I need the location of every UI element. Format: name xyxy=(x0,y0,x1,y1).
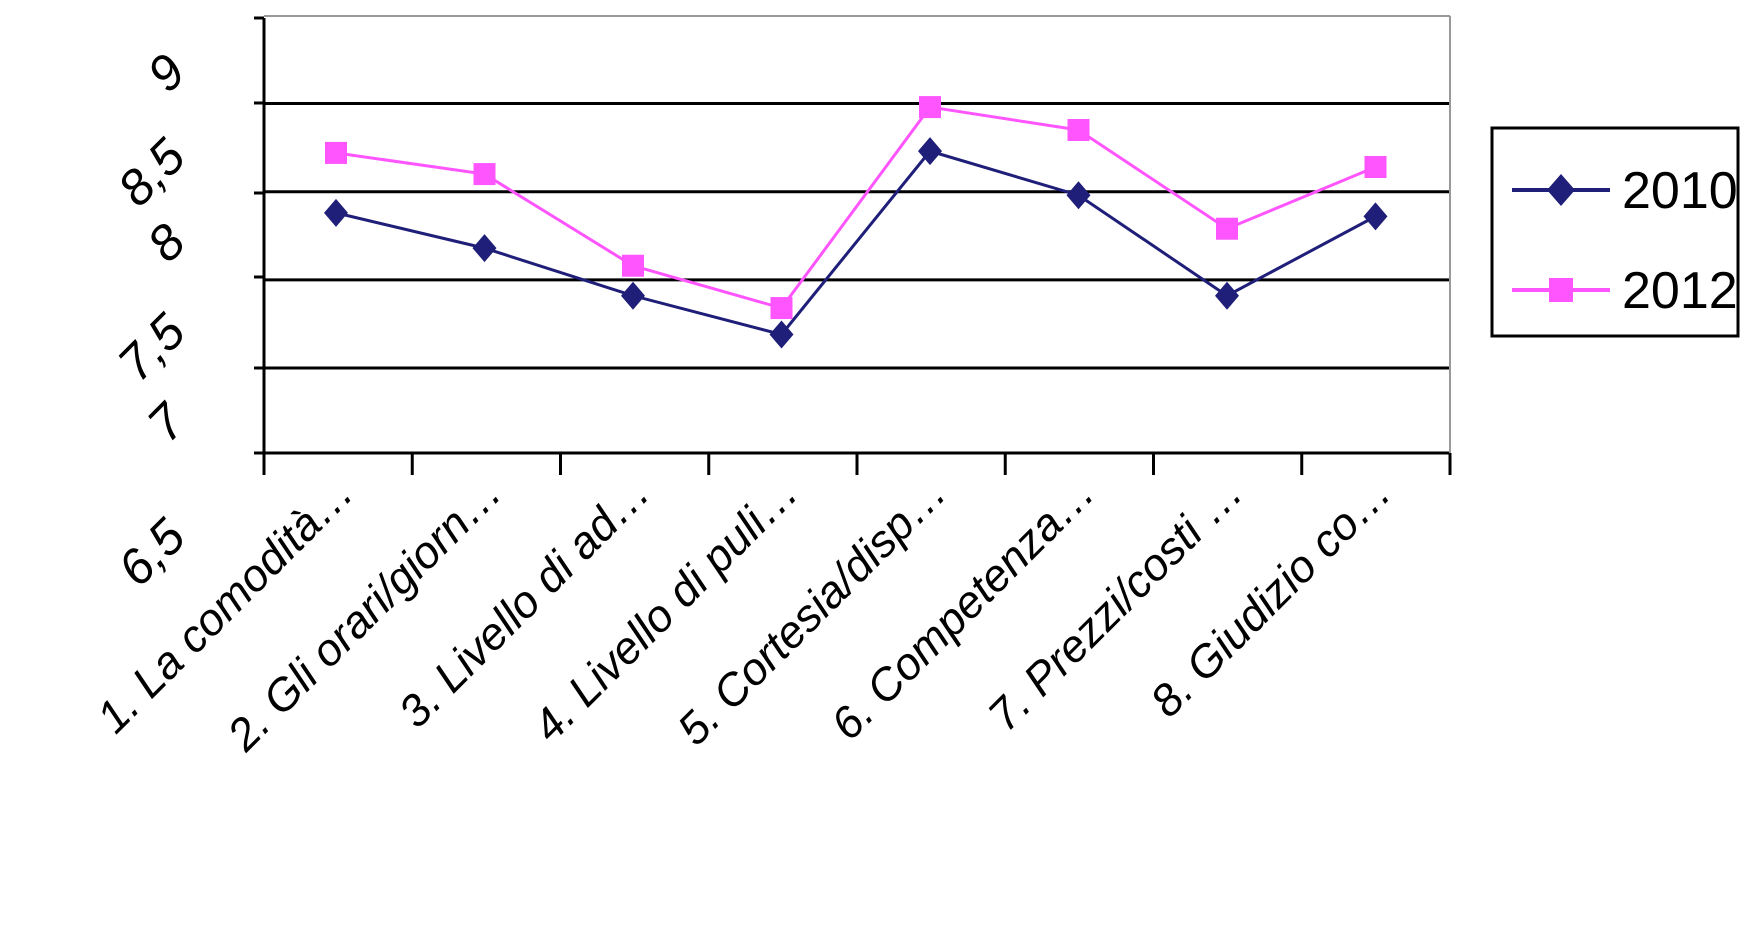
data-point-2010 xyxy=(621,281,645,310)
y-tick-label: 6,5 xyxy=(107,508,196,597)
y-tick-label: 9 xyxy=(137,43,196,102)
legend-box xyxy=(1490,126,1740,338)
legend-label-2010: 2010 xyxy=(1622,162,1738,220)
data-point-2012 xyxy=(325,141,347,164)
x-tick-label: 3. Livello di ad… xyxy=(388,466,659,737)
data-point-2012 xyxy=(1364,156,1387,179)
x-tick-label: 6. Competenza… xyxy=(821,466,1105,750)
x-tick-label: 5. Cortesia/disp… xyxy=(667,466,956,755)
data-point-2012 xyxy=(770,297,793,320)
x-tick-label: 7. Prezzi/costi … xyxy=(978,466,1253,741)
legend-label-2012: 2012 xyxy=(1622,262,1738,320)
data-point-2010 xyxy=(1363,202,1388,231)
data-point-2010 xyxy=(324,198,348,227)
x-tick-label: 2. Gli orari/giorn… xyxy=(216,466,511,761)
y-tick-label: 7,5 xyxy=(107,303,196,392)
y-tick-labels: 6,5 77,5 88,5 9 xyxy=(107,43,197,597)
data-point-2010 xyxy=(769,320,794,349)
x-tick-label: 4. Livello di puli… xyxy=(522,466,807,751)
data-point-2010 xyxy=(918,137,942,166)
x-tick-label: 1. La comodità… xyxy=(87,466,364,743)
legend-marker-2012 xyxy=(1549,278,1573,302)
x-tick-labels: 1. La comodità…2. Gli orari/giorn…3. Liv… xyxy=(87,466,1401,761)
data-point-2010 xyxy=(1066,181,1091,210)
gridlines xyxy=(264,102,1450,370)
data-point-2012 xyxy=(622,254,644,277)
data-point-2010 xyxy=(1215,281,1239,310)
y-tick-label: 8,5 xyxy=(107,128,196,217)
series-line-2012 xyxy=(335,105,1377,310)
series-lines xyxy=(324,96,1388,349)
series-line-2010 xyxy=(335,149,1377,337)
data-point-2012 xyxy=(1216,217,1238,240)
data-point-2012 xyxy=(919,96,941,119)
legend: 2010 2012 xyxy=(1490,126,1740,338)
data-point-2012 xyxy=(1067,118,1090,141)
data-point-2010 xyxy=(472,234,497,263)
y-tick-label: 8 xyxy=(137,213,196,272)
legend-marker-2010 xyxy=(1547,174,1575,206)
data-point-2012 xyxy=(473,163,496,186)
axes xyxy=(254,15,1452,475)
y-tick-label: 7 xyxy=(137,392,198,453)
